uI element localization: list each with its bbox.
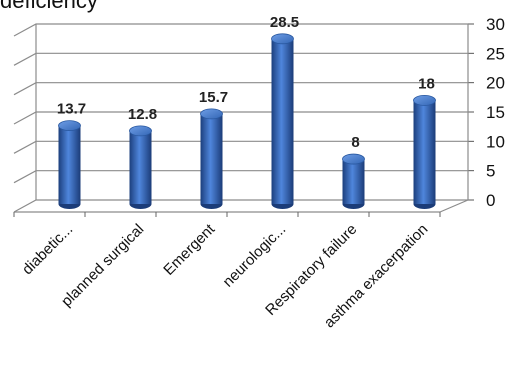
bar-top <box>129 125 152 137</box>
floor-side-edge <box>439 199 469 213</box>
bar <box>413 100 436 204</box>
bar-top <box>58 120 81 132</box>
y-tick-label: 25 <box>486 44 505 63</box>
x-tick-label: diabetic... <box>19 221 76 278</box>
chart-title: deficiency <box>0 0 98 13</box>
bar <box>58 125 81 204</box>
y-tick-label: 15 <box>486 103 505 122</box>
y-tick-label: 5 <box>486 162 495 181</box>
y-tick-label: 20 <box>486 74 505 93</box>
gridline <box>13 140 468 154</box>
y-tick-label: 30 <box>486 15 505 34</box>
data-label: 15.7 <box>199 89 228 106</box>
gridline <box>13 23 468 37</box>
data-label: 28.5 <box>270 14 299 31</box>
bar-top <box>200 108 223 120</box>
bar <box>129 130 152 204</box>
data-label: 12.8 <box>128 106 157 123</box>
bar-top <box>271 33 294 45</box>
data-label: 8 <box>351 134 359 151</box>
bar <box>271 38 294 204</box>
y-tick-label: 10 <box>486 132 505 151</box>
data-label: 13.7 <box>57 101 86 118</box>
x-tick-label: neurologic... <box>220 221 290 291</box>
gridline <box>13 52 468 66</box>
bar-top <box>342 153 365 165</box>
gridline <box>13 82 468 96</box>
bar <box>200 113 223 204</box>
bar <box>342 159 365 204</box>
data-label: 18 <box>418 75 435 92</box>
bar-top <box>413 95 436 106</box>
gridline <box>13 170 468 184</box>
grid-layer <box>13 23 474 217</box>
x-tick-label: Emergent <box>160 220 219 279</box>
y-tick-label: 0 <box>486 191 495 210</box>
bar-layer <box>58 33 436 209</box>
gridline <box>13 199 468 213</box>
